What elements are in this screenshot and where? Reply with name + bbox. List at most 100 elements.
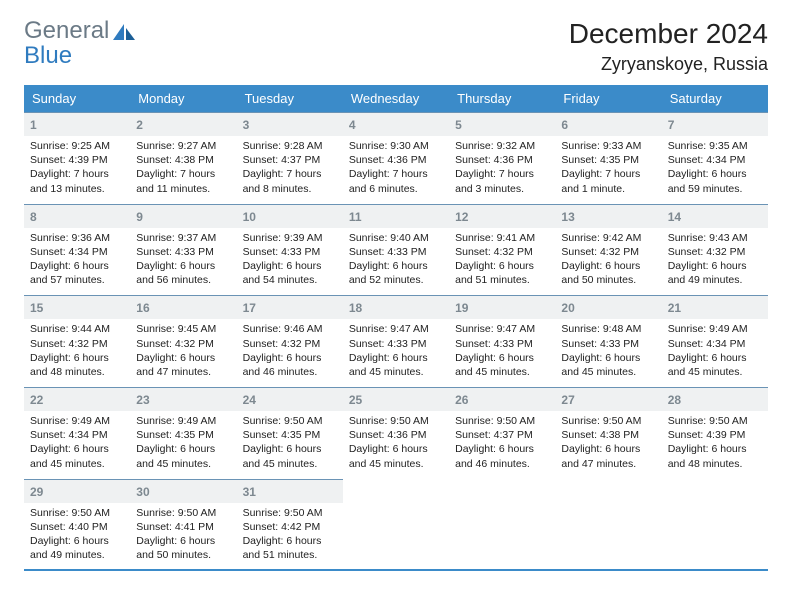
calendar-cell: 25Sunrise: 9:50 AMSunset: 4:36 PMDayligh… [343,387,449,479]
day-cell: 16Sunrise: 9:45 AMSunset: 4:32 PMDayligh… [130,295,236,387]
daylight-value: 6 hours and 46 minutes. [243,352,322,378]
sunrise-value: 9:50 AM [709,415,748,427]
calendar-week-row: 29Sunrise: 9:50 AMSunset: 4:40 PMDayligh… [24,479,768,571]
sunset-value: 4:32 PM [281,338,320,350]
day-number: 30 [136,485,149,499]
calendar-cell: 1Sunrise: 9:25 AMSunset: 4:39 PMDaylight… [24,112,130,204]
sunset-line: Sunset: 4:32 PM [455,245,549,259]
daylight-value: 7 hours and 13 minutes. [30,168,109,194]
sunset-value: 4:32 PM [175,338,214,350]
calendar-cell: 20Sunrise: 9:48 AMSunset: 4:33 PMDayligh… [555,295,661,387]
day-number-wrap: 21 [662,296,768,319]
daylight-value: 6 hours and 45 minutes. [349,443,428,469]
daylight-line: Daylight: 6 hours and 48 minutes. [668,442,762,470]
sunrise-value: 9:50 AM [603,415,642,427]
day-number-wrap: 28 [662,388,768,411]
daylight-value: 6 hours and 46 minutes. [455,443,534,469]
sunrise-value: 9:30 AM [390,140,429,152]
day-details: Sunrise: 9:50 AMSunset: 4:37 PMDaylight:… [449,411,555,479]
day-number: 6 [561,118,568,132]
calendar-cell: 29Sunrise: 9:50 AMSunset: 4:40 PMDayligh… [24,479,130,571]
empty-cell [662,479,768,565]
day-details: Sunrise: 9:37 AMSunset: 4:33 PMDaylight:… [130,228,236,296]
sail-icon [111,22,139,49]
daylight-value: 7 hours and 6 minutes. [349,168,428,194]
location-label: Zyryanskoye, Russia [569,54,768,75]
day-cell: 20Sunrise: 9:48 AMSunset: 4:33 PMDayligh… [555,295,661,387]
day-details: Sunrise: 9:50 AMSunset: 4:42 PMDaylight:… [237,503,343,571]
day-cell: 17Sunrise: 9:46 AMSunset: 4:32 PMDayligh… [237,295,343,387]
day-cell: 22Sunrise: 9:49 AMSunset: 4:34 PMDayligh… [24,387,130,479]
day-number: 20 [561,301,574,315]
sunrise-value: 9:28 AM [284,140,323,152]
sunset-value: 4:40 PM [69,521,108,533]
day-cell: 31Sunrise: 9:50 AMSunset: 4:42 PMDayligh… [237,479,343,571]
sunset-line: Sunset: 4:32 PM [136,337,230,351]
sunrise-line: Sunrise: 9:50 AM [30,506,124,520]
empty-cell [449,479,555,565]
daylight-line: Daylight: 6 hours and 47 minutes. [561,442,655,470]
day-header: Friday [555,85,661,112]
day-number: 2 [136,118,143,132]
sunset-line: Sunset: 4:33 PM [243,245,337,259]
sunset-line: Sunset: 4:36 PM [455,153,549,167]
sunset-value: 4:33 PM [600,338,639,350]
sunset-line: Sunset: 4:33 PM [349,245,443,259]
daylight-value: 6 hours and 59 minutes. [668,168,747,194]
calendar-cell: 8Sunrise: 9:36 AMSunset: 4:34 PMDaylight… [24,204,130,296]
day-number: 12 [455,210,468,224]
calendar-cell: 6Sunrise: 9:33 AMSunset: 4:35 PMDaylight… [555,112,661,204]
daylight-value: 6 hours and 49 minutes. [30,535,109,561]
day-cell: 27Sunrise: 9:50 AMSunset: 4:38 PMDayligh… [555,387,661,479]
daylight-value: 6 hours and 48 minutes. [668,443,747,469]
sunset-value: 4:36 PM [494,154,533,166]
sunset-line: Sunset: 4:41 PM [136,520,230,534]
sunrise-line: Sunrise: 9:40 AM [349,231,443,245]
sunrise-line: Sunrise: 9:50 AM [668,414,762,428]
day-details: Sunrise: 9:44 AMSunset: 4:32 PMDaylight:… [24,319,130,387]
sunset-value: 4:37 PM [281,154,320,166]
calendar-cell: 30Sunrise: 9:50 AMSunset: 4:41 PMDayligh… [130,479,236,571]
day-number: 14 [668,210,681,224]
daylight-value: 7 hours and 8 minutes. [243,168,322,194]
day-number-wrap: 9 [130,205,236,228]
day-number-wrap: 11 [343,205,449,228]
day-details: Sunrise: 9:50 AMSunset: 4:38 PMDaylight:… [555,411,661,479]
daylight-line: Daylight: 6 hours and 57 minutes. [30,259,124,287]
sunset-line: Sunset: 4:34 PM [668,337,762,351]
sunrise-value: 9:32 AM [497,140,536,152]
day-number-wrap: 24 [237,388,343,411]
day-cell: 23Sunrise: 9:49 AMSunset: 4:35 PMDayligh… [130,387,236,479]
daylight-line: Daylight: 6 hours and 52 minutes. [349,259,443,287]
sunset-value: 4:33 PM [281,246,320,258]
sunset-value: 4:39 PM [69,154,108,166]
sunset-value: 4:39 PM [706,429,745,441]
daylight-value: 6 hours and 45 minutes. [561,352,640,378]
sunset-value: 4:35 PM [281,429,320,441]
calendar-cell: 15Sunrise: 9:44 AMSunset: 4:32 PMDayligh… [24,295,130,387]
sunset-value: 4:38 PM [175,154,214,166]
day-number: 23 [136,393,149,407]
daylight-line: Daylight: 6 hours and 46 minutes. [243,351,337,379]
sunrise-value: 9:35 AM [709,140,748,152]
day-cell: 2Sunrise: 9:27 AMSunset: 4:38 PMDaylight… [130,112,236,204]
sunset-line: Sunset: 4:35 PM [243,428,337,442]
sunrise-value: 9:45 AM [178,323,217,335]
calendar-week-row: 15Sunrise: 9:44 AMSunset: 4:32 PMDayligh… [24,295,768,387]
sunset-line: Sunset: 4:38 PM [561,428,655,442]
calendar-cell: 10Sunrise: 9:39 AMSunset: 4:33 PMDayligh… [237,204,343,296]
daylight-line: Daylight: 7 hours and 13 minutes. [30,167,124,195]
sunrise-value: 9:36 AM [71,232,110,244]
day-number-wrap: 6 [555,113,661,136]
sunrise-value: 9:37 AM [178,232,217,244]
sunset-line: Sunset: 4:33 PM [349,337,443,351]
daylight-value: 6 hours and 50 minutes. [561,260,640,286]
day-header: Saturday [662,85,768,112]
daylight-value: 7 hours and 11 minutes. [136,168,215,194]
day-details: Sunrise: 9:25 AMSunset: 4:39 PMDaylight:… [24,136,130,204]
daylight-value: 6 hours and 45 minutes. [136,443,215,469]
day-cell: 29Sunrise: 9:50 AMSunset: 4:40 PMDayligh… [24,479,130,571]
calendar-cell: 24Sunrise: 9:50 AMSunset: 4:35 PMDayligh… [237,387,343,479]
sunset-line: Sunset: 4:33 PM [455,337,549,351]
daylight-line: Daylight: 7 hours and 3 minutes. [455,167,549,195]
